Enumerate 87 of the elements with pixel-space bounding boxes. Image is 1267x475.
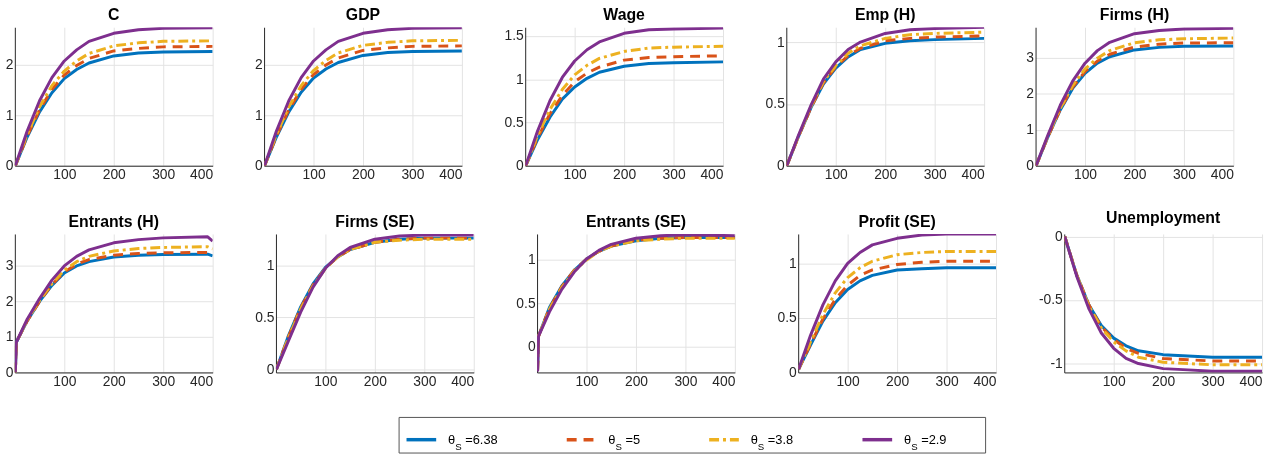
x-tick-label: 100 bbox=[824, 166, 849, 183]
legend-label: θ$_{S}$ =3.8 bbox=[750, 431, 794, 452]
x-tick-label: 200 bbox=[624, 372, 649, 389]
x-tick-label: 400 bbox=[190, 372, 214, 389]
x-tick-label: 300 bbox=[923, 166, 948, 183]
x-tick-label: 100 bbox=[1073, 166, 1098, 183]
y-tick-label: 1 bbox=[516, 70, 525, 87]
x-tick-label: 200 bbox=[874, 166, 898, 183]
y-tick-label: 0.5 bbox=[504, 113, 525, 130]
y-tick-label: 1 bbox=[254, 106, 263, 123]
x-tick-label: 400 bbox=[700, 166, 724, 183]
chart-title: Entrants (SE) bbox=[585, 213, 687, 231]
x-tick-label: 300 bbox=[662, 166, 686, 183]
x-tick-label: 100 bbox=[1102, 372, 1127, 389]
legend-label: θ$_{S}$ =5 bbox=[608, 431, 641, 452]
y-tick-label: 0.5 bbox=[765, 95, 786, 112]
x-tick-label: 400 bbox=[973, 372, 997, 389]
y-tick-label: 1 bbox=[1026, 121, 1035, 138]
y-tick-label: 0 bbox=[788, 363, 797, 380]
x-tick-label: 100 bbox=[302, 166, 326, 183]
y-tick-label: 0.5 bbox=[516, 294, 536, 311]
x-tick-label: 400 bbox=[1239, 372, 1263, 389]
y-tick-label: 2 bbox=[5, 56, 14, 73]
y-tick-label: 0 bbox=[777, 157, 786, 174]
chart-title: Wage bbox=[603, 6, 646, 24]
y-tick-label: 0 bbox=[527, 337, 536, 354]
y-tick-label: 0 bbox=[516, 157, 525, 174]
y-tick-label: 0 bbox=[5, 157, 14, 174]
x-tick-label: 300 bbox=[1172, 166, 1197, 183]
x-tick-label: 300 bbox=[152, 372, 176, 389]
chart-title: Profit (SE) bbox=[858, 213, 936, 231]
legend-label: θ$_{S}$ =6.38 bbox=[448, 431, 498, 452]
x-tick-label: 100 bbox=[563, 166, 587, 183]
y-tick-label: 0 bbox=[266, 360, 275, 377]
x-tick-label: 100 bbox=[53, 372, 77, 389]
x-tick-label: 400 bbox=[1210, 166, 1235, 183]
x-tick-label: 100 bbox=[314, 372, 338, 389]
y-tick-label: -1 bbox=[1050, 354, 1064, 371]
x-tick-label: 200 bbox=[351, 166, 376, 183]
chart-title: Firms (H) bbox=[1099, 6, 1170, 24]
y-tick-label: 2 bbox=[254, 56, 263, 73]
y-tick-label: 1.5 bbox=[504, 27, 525, 44]
x-tick-label: 300 bbox=[401, 166, 425, 183]
y-tick-label: 2 bbox=[1026, 85, 1035, 102]
y-tick-label: 1 bbox=[5, 106, 14, 123]
x-tick-label: 400 bbox=[439, 166, 463, 183]
y-tick-label: 1 bbox=[777, 33, 786, 50]
x-tick-label: 400 bbox=[712, 372, 736, 389]
y-tick-label: 1 bbox=[788, 254, 797, 271]
legend-label: θ$_{S}$ =2.9 bbox=[904, 431, 947, 452]
x-tick-label: 200 bbox=[886, 372, 910, 389]
x-tick-label: 300 bbox=[935, 372, 959, 389]
chart-title: Firms (SE) bbox=[335, 213, 415, 231]
y-tick-label: 0.5 bbox=[255, 308, 275, 325]
chart-title: Emp (H) bbox=[854, 6, 916, 24]
y-tick-label: 0 bbox=[254, 157, 263, 174]
x-tick-label: 200 bbox=[613, 166, 637, 183]
y-tick-label: 0 bbox=[1026, 157, 1035, 174]
x-tick-label: 400 bbox=[961, 166, 985, 183]
x-tick-label: 400 bbox=[451, 372, 475, 389]
y-tick-label: 0 bbox=[5, 363, 14, 380]
x-tick-label: 300 bbox=[413, 372, 437, 389]
x-tick-label: 400 bbox=[190, 166, 214, 183]
x-tick-label: 300 bbox=[674, 372, 698, 389]
x-tick-label: 200 bbox=[102, 372, 127, 389]
y-tick-label: -0.5 bbox=[1038, 291, 1064, 308]
y-tick-label: 2 bbox=[5, 292, 14, 309]
y-tick-label: 3 bbox=[5, 257, 14, 274]
y-tick-label: 3 bbox=[1026, 49, 1035, 66]
x-tick-label: 200 bbox=[363, 372, 388, 389]
y-tick-label: 1 bbox=[527, 251, 536, 268]
x-tick-label: 200 bbox=[1152, 372, 1176, 389]
chart-title: Entrants (H) bbox=[68, 213, 159, 231]
y-tick-label: 1 bbox=[266, 256, 275, 273]
x-tick-label: 200 bbox=[1123, 166, 1147, 183]
chart-title: C bbox=[108, 6, 120, 24]
x-tick-label: 300 bbox=[152, 166, 176, 183]
x-tick-label: 100 bbox=[53, 166, 77, 183]
x-tick-label: 300 bbox=[1201, 372, 1225, 389]
y-tick-label: 1 bbox=[5, 328, 14, 345]
x-tick-label: 100 bbox=[836, 372, 860, 389]
x-tick-label: 200 bbox=[102, 166, 127, 183]
chart-title: GDP bbox=[345, 6, 381, 24]
x-tick-label: 100 bbox=[575, 372, 599, 389]
chart-title: Unemployment bbox=[1106, 208, 1221, 226]
y-tick-label: 0.5 bbox=[777, 309, 797, 326]
y-tick-label: 0 bbox=[1055, 227, 1064, 244]
